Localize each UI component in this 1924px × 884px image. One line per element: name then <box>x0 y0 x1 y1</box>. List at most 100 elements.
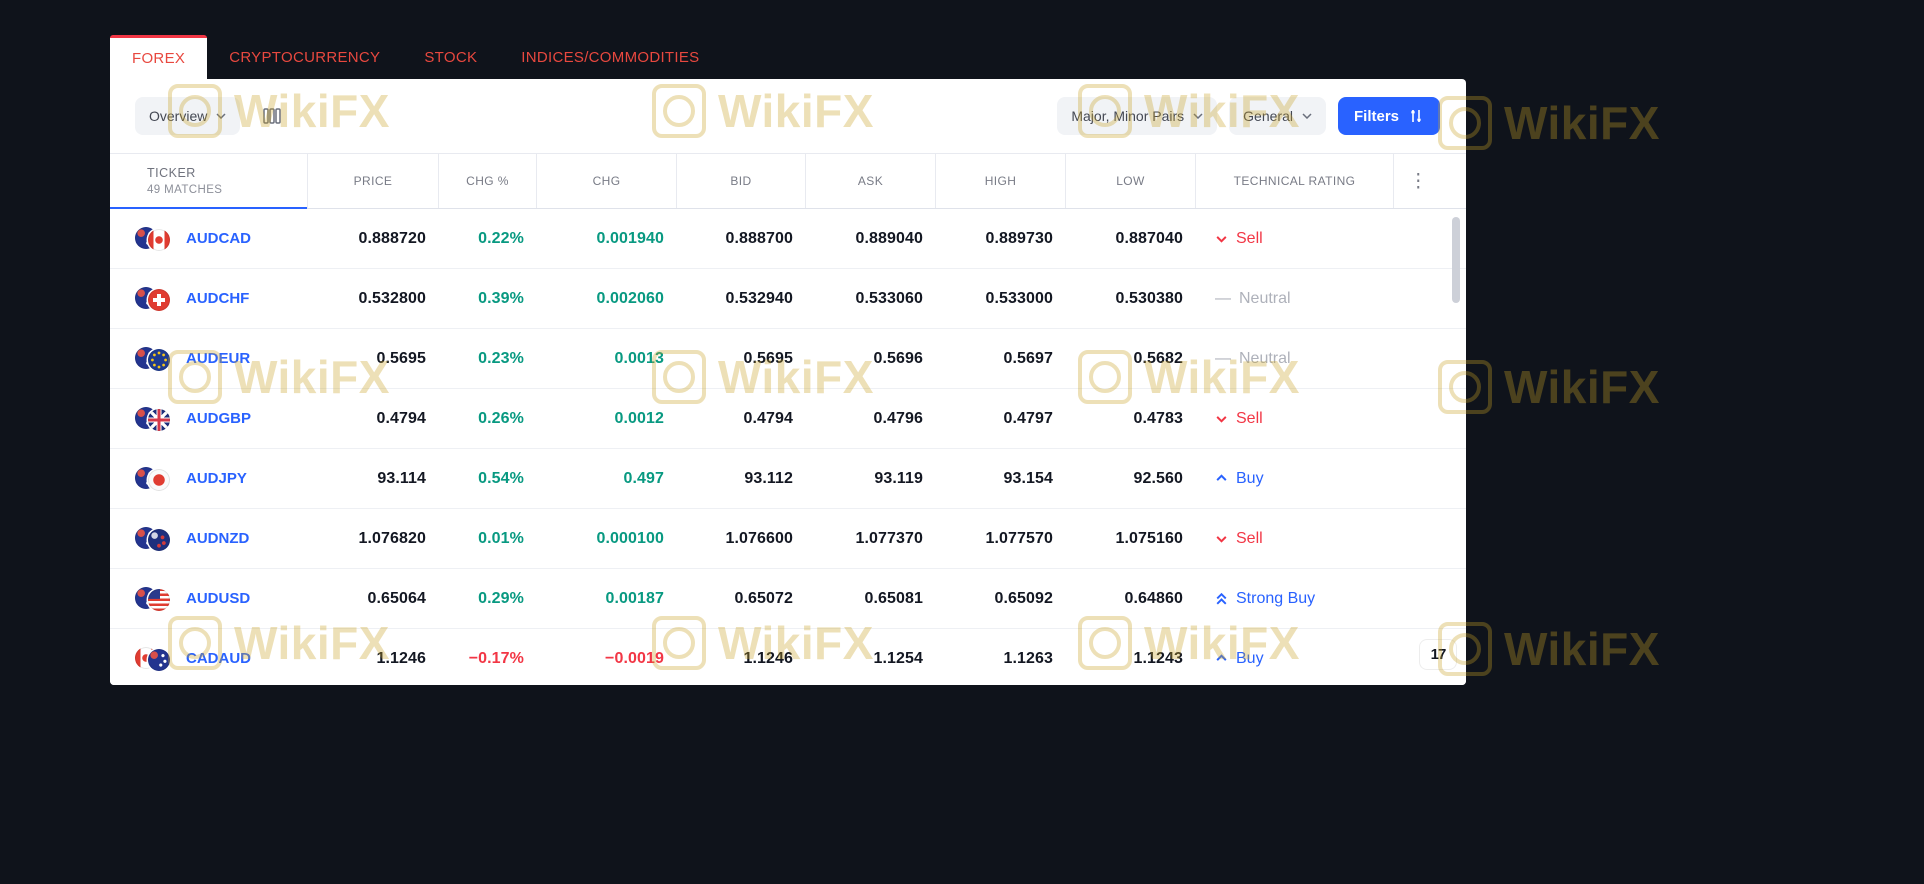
table-body: AUDCAD 0.888720 0.22% 0.001940 0.888700 0.889… <box>110 209 1466 685</box>
column-header-bid[interactable]: BID <box>676 154 805 208</box>
chevron-down-icon <box>1302 113 1312 119</box>
ticker-cell: AUDUSD <box>110 569 307 628</box>
price-cell: 0.888720 <box>358 229 426 247</box>
ticker-symbol[interactable]: CADAUD <box>186 650 251 667</box>
wikifx-watermark-text: WikiFX <box>1504 361 1660 413</box>
market-screener-widget: FOREX CRYPTOCURRENCY STOCK INDICES/COMMO… <box>110 35 1466 685</box>
columns-icon <box>263 108 282 124</box>
columns-settings-button[interactable] <box>254 98 290 134</box>
chg-pct-cell: 0.01% <box>478 529 524 547</box>
screener-toolbar: Overview Major, Minor Pairs General Filt <box>110 79 1466 153</box>
technical-rating-cell: Buy <box>1195 629 1393 685</box>
ticker-cell: AUDCAD <box>110 209 307 268</box>
ticker-symbol[interactable]: AUDEUR <box>186 350 251 367</box>
technical-rating-cell: Sell <box>1195 209 1393 268</box>
wikifx-watermark: WikiFX <box>1438 96 1660 150</box>
table-row[interactable]: AUDGBP 0.4794 0.26% 0.0012 0.4794 0.4796 0.479… <box>110 389 1466 449</box>
table-row[interactable]: AUDCHF 0.532800 0.39% 0.002060 0.532940 0.533… <box>110 269 1466 329</box>
high-cell: 1.1263 <box>1003 649 1053 667</box>
chg-pct-cell: 0.39% <box>478 289 524 307</box>
vertical-scrollbar-thumb[interactable] <box>1452 217 1460 303</box>
rating-label: Buy <box>1236 469 1264 487</box>
column-header-technical-rating[interactable]: TECHNICAL RATING <box>1195 154 1393 208</box>
price-cell: 0.65064 <box>367 589 426 607</box>
bid-cell: 1.076600 <box>725 529 793 547</box>
filters-button-label: Filters <box>1353 107 1399 125</box>
table-row[interactable]: AUDJPY 93.114 0.54% 0.497 93.112 93.119 93.154… <box>110 449 1466 509</box>
screener-panel: Overview Major, Minor Pairs General Filt <box>110 79 1466 685</box>
technical-rating-cell: Strong Buy <box>1195 569 1393 628</box>
ticker-symbol[interactable]: AUDGBP <box>186 410 252 427</box>
price-cell: 0.4794 <box>376 409 426 427</box>
tradingview-logo[interactable]: 17 <box>1420 640 1456 669</box>
column-header-high[interactable]: HIGH <box>935 154 1065 208</box>
bid-cell: 93.112 <box>744 469 793 487</box>
currency-pair-flags <box>135 285 170 312</box>
market-tabs: FOREX CRYPTOCURRENCY STOCK INDICES/COMMO… <box>110 35 1466 79</box>
table-row[interactable]: AUDUSD 0.65064 0.29% 0.00187 0.65072 0.65081 0… <box>110 569 1466 629</box>
ticker-symbol[interactable]: AUDCHF <box>186 290 250 307</box>
ticker-header-label: TICKER <box>147 166 196 180</box>
high-cell: 0.533000 <box>985 289 1053 307</box>
ask-cell: 0.533060 <box>855 289 923 307</box>
rating-label: Sell <box>1236 409 1263 427</box>
ticker-cell: AUDCHF <box>110 269 307 328</box>
high-cell: 0.889730 <box>985 229 1053 247</box>
buy-icon <box>1215 652 1228 665</box>
column-header-chg[interactable]: CHG <box>536 154 676 208</box>
table-row[interactable]: CADAUD 1.1246 −0.17% −0.0019 1.1246 1.1254 1.1… <box>110 629 1466 685</box>
currency-pair-flags <box>135 525 170 552</box>
column-header-price[interactable]: PRICE <box>307 154 438 208</box>
chg-cell: 0.0012 <box>614 409 664 427</box>
currency-pair-flags <box>135 225 170 252</box>
ticker-symbol[interactable]: AUDUSD <box>186 590 251 607</box>
tab-indices-commodities[interactable]: INDICES/COMMODITIES <box>521 48 700 66</box>
tab-forex[interactable]: FOREX <box>110 35 208 79</box>
chevron-down-icon <box>1193 113 1203 119</box>
pairs-selector[interactable]: Major, Minor Pairs <box>1057 97 1218 135</box>
ask-cell: 93.119 <box>874 469 923 487</box>
currency-pair-flags <box>135 405 170 432</box>
filters-button[interactable]: Filters <box>1337 97 1440 135</box>
rating-label: Buy <box>1236 649 1264 667</box>
category-selector-label: General <box>1243 108 1293 124</box>
table-row[interactable]: AUDEUR 0.5695 0.23% 0.0013 0.5695 0.5696 0.569… <box>110 329 1466 389</box>
column-header-low[interactable]: LOW <box>1065 154 1195 208</box>
low-cell: 0.4783 <box>1133 409 1183 427</box>
tab-stock[interactable]: STOCK <box>424 48 478 66</box>
strong-buy-icon <box>1215 591 1228 607</box>
sell-icon <box>1215 232 1228 245</box>
category-selector[interactable]: General <box>1229 97 1326 135</box>
ticker-cell: AUDJPY <box>110 449 307 508</box>
column-header-chg-pct[interactable]: CHG % <box>438 154 536 208</box>
column-header-ticker[interactable]: TICKER 49 MATCHES <box>110 154 307 209</box>
row-spacer <box>1393 569 1443 628</box>
ask-cell: 1.077370 <box>855 529 923 547</box>
low-cell: 0.64860 <box>1124 589 1183 607</box>
ticker-symbol[interactable]: AUDNZD <box>186 530 250 547</box>
ask-cell: 0.5696 <box>873 349 923 367</box>
row-spacer <box>1393 449 1443 508</box>
ticker-symbol[interactable]: AUDJPY <box>186 470 247 487</box>
price-cell: 93.114 <box>377 469 426 487</box>
column-header-ask[interactable]: ASK <box>805 154 935 208</box>
bid-cell: 0.4794 <box>743 409 793 427</box>
chg-cell: 0.002060 <box>596 289 664 307</box>
column-header-menu[interactable]: ⋮ <box>1393 154 1443 208</box>
chg-pct-cell: 0.54% <box>478 469 524 487</box>
gbp-flag-icon <box>148 409 170 431</box>
table-row[interactable]: AUDNZD 1.076820 0.01% 0.000100 1.076600 1.077… <box>110 509 1466 569</box>
ticker-symbol[interactable]: AUDCAD <box>186 230 251 247</box>
rating-label: Strong Buy <box>1236 589 1316 607</box>
chg-pct-cell: −0.17% <box>468 649 524 667</box>
kebab-menu-icon[interactable]: ⋮ <box>1408 170 1429 192</box>
table-row[interactable]: AUDCAD 0.888720 0.22% 0.001940 0.888700 0.889… <box>110 209 1466 269</box>
view-selector[interactable]: Overview <box>135 97 241 135</box>
ticker-cell: AUDEUR <box>110 329 307 388</box>
high-cell: 93.154 <box>1003 469 1053 487</box>
chg-cell: −0.0019 <box>605 649 664 667</box>
price-cell: 0.532800 <box>358 289 426 307</box>
low-cell: 0.5682 <box>1133 349 1183 367</box>
row-spacer <box>1393 329 1443 388</box>
tab-cryptocurrency[interactable]: CRYPTOCURRENCY <box>229 48 381 66</box>
